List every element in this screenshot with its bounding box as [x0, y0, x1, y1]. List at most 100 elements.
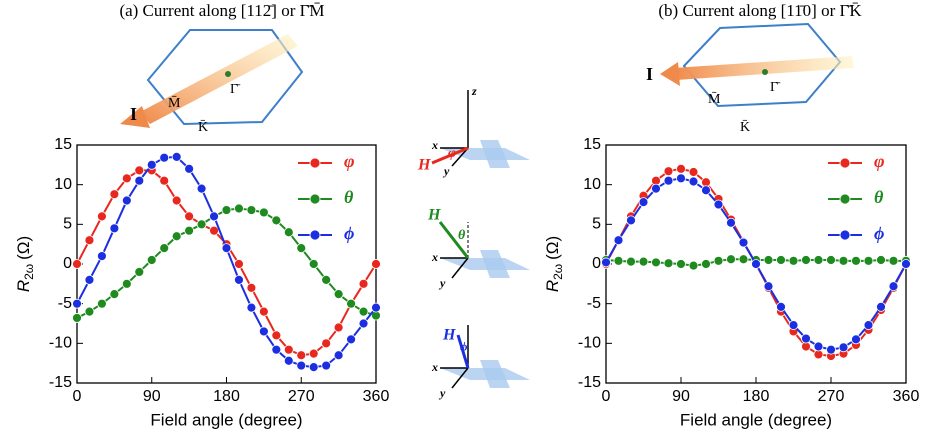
axis-label: y [442, 164, 450, 178]
data-point [97, 298, 107, 309]
data-point [296, 243, 307, 254]
data-point [196, 183, 207, 194]
data-point [358, 306, 369, 317]
y-tick-label: 15 [583, 136, 601, 153]
legend-label: φ [874, 151, 885, 171]
legend-marker [309, 193, 321, 205]
data-point [358, 318, 369, 329]
schematic-2 [438, 221, 530, 279]
y-label-subscript: 2ω [22, 264, 36, 280]
inset-label: K̄ [198, 120, 208, 136]
data-point [713, 199, 724, 210]
data-point [159, 243, 170, 254]
data-point [84, 274, 95, 285]
y-axis-label: R2ω (Ω) [543, 236, 565, 292]
legend-marker [839, 157, 851, 169]
data-point [234, 203, 244, 214]
y-tick-label: -10 [578, 335, 601, 352]
data-point [333, 289, 344, 300]
data-point [863, 255, 874, 266]
data-point [651, 257, 661, 268]
y-tick-label: -5 [58, 295, 72, 312]
data-point [283, 344, 294, 355]
data-point [97, 251, 107, 261]
data-point [688, 167, 699, 177]
data-point [738, 254, 749, 265]
y-tick-label: 5 [63, 216, 72, 233]
y-tick-label: -5 [587, 295, 601, 312]
data-point [688, 176, 699, 187]
inset-label: I [646, 64, 653, 84]
data-point [626, 256, 636, 267]
axis-label: y [438, 276, 446, 290]
data-point [813, 255, 824, 265]
inset-label: M̄ [168, 96, 181, 112]
data-point [109, 189, 120, 200]
data-point [763, 255, 774, 265]
angle-label: φ [448, 146, 456, 161]
data-point [726, 217, 736, 228]
data-point [234, 259, 244, 269]
schematic-3 [440, 325, 530, 389]
data-point [109, 223, 120, 234]
field-label: H [417, 157, 431, 174]
data-point [801, 255, 811, 265]
y-label-subscript: 2ω [551, 264, 565, 280]
data-point [888, 281, 899, 292]
x-tick-label: 0 [73, 388, 82, 405]
data-point [713, 255, 724, 266]
legend-label: ϕ [344, 223, 354, 243]
axis-label: x [431, 138, 438, 152]
data-point [134, 165, 145, 176]
data-point [308, 348, 319, 359]
legend-label: θ [874, 187, 884, 207]
y-tick-label: 10 [54, 176, 72, 193]
angle-label: θ [458, 228, 466, 243]
axis-label: x [431, 250, 438, 264]
data-point [751, 259, 761, 269]
schematic-1 [431, 90, 530, 168]
data-point [701, 259, 711, 269]
data-point [283, 355, 294, 366]
axis-label: z [471, 84, 477, 98]
data-point [146, 159, 157, 170]
x-tick-label: 270 [818, 388, 845, 405]
data-point [109, 289, 120, 300]
data-point [246, 205, 257, 215]
data-point [321, 360, 332, 371]
y-label-unit: (Ω) [14, 236, 33, 260]
brillouin-zone-b [660, 22, 854, 108]
data-point [638, 197, 649, 208]
data-point [888, 255, 899, 266]
data-point [271, 330, 282, 341]
x-axis-label: Field angle (degree) [150, 410, 302, 429]
data-point [134, 175, 145, 186]
data-point [863, 320, 874, 330]
data-point [258, 207, 269, 218]
inset-label: Γ̄ [230, 82, 241, 97]
data-point [876, 301, 886, 312]
legend-label: φ [344, 151, 355, 171]
x-tick-label: 360 [363, 388, 390, 405]
data-point [763, 281, 774, 292]
data-point [121, 195, 132, 206]
legend-label: ϕ [874, 223, 884, 243]
data-point [613, 235, 624, 246]
data-point [171, 231, 182, 242]
data-point [321, 274, 332, 285]
data-point [788, 320, 799, 330]
inset-label: I [130, 104, 137, 124]
legend-marker [309, 157, 321, 169]
data-point [663, 258, 674, 269]
data-point [851, 255, 861, 266]
inset-label: Γ̄ [770, 80, 781, 95]
data-point [651, 183, 661, 194]
data-point [738, 237, 749, 248]
data-point [801, 333, 811, 344]
angle-label: ϕ [460, 339, 468, 354]
data-point [826, 344, 836, 355]
data-point [258, 306, 269, 317]
data-point [333, 350, 344, 361]
y-tick-label: 10 [583, 176, 601, 193]
x-tick-label: 270 [288, 388, 315, 405]
